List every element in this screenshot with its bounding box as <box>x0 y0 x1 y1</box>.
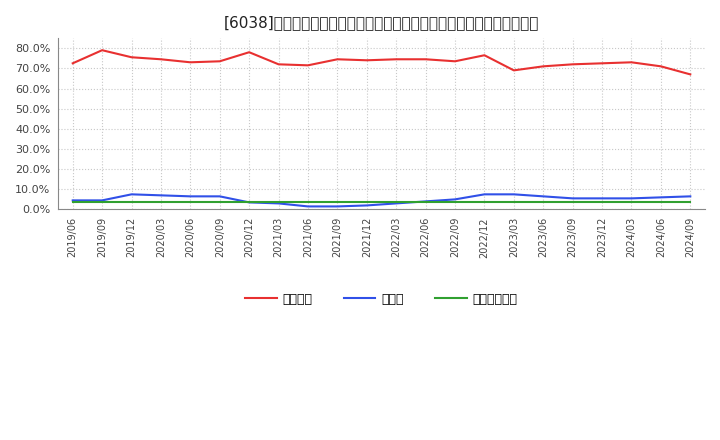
のれん <box>215 194 224 199</box>
繰延税金資産 <box>362 200 371 205</box>
のれん <box>186 194 194 199</box>
Line: 自己資本: 自己資本 <box>73 50 690 74</box>
繰延税金資産 <box>127 200 136 205</box>
自己資本 <box>333 57 342 62</box>
のれん <box>627 196 636 201</box>
繰延税金資産 <box>657 200 665 205</box>
Legend: 自己資本, のれん, 繰延税金資産: 自己資本, のれん, 繰延税金資産 <box>240 288 523 311</box>
繰延税金資産 <box>333 200 342 205</box>
繰延税金資産 <box>510 200 518 205</box>
自己資本 <box>68 61 77 66</box>
繰延税金資産 <box>392 200 400 205</box>
のれん <box>127 192 136 197</box>
のれん <box>539 194 548 199</box>
自己資本 <box>392 57 400 62</box>
のれん <box>392 201 400 206</box>
自己資本 <box>598 61 606 66</box>
自己資本 <box>421 57 430 62</box>
のれん <box>421 199 430 204</box>
のれん <box>68 198 77 203</box>
自己資本 <box>627 60 636 65</box>
自己資本 <box>510 68 518 73</box>
自己資本 <box>127 55 136 60</box>
繰延税金資産 <box>274 200 283 205</box>
繰延税金資産 <box>480 200 489 205</box>
自己資本 <box>245 50 253 55</box>
自己資本 <box>568 62 577 67</box>
自己資本 <box>98 48 107 53</box>
繰延税金資産 <box>627 200 636 205</box>
のれん <box>245 200 253 205</box>
のれん <box>598 196 606 201</box>
繰延税金資産 <box>186 200 194 205</box>
繰延税金資産 <box>304 200 312 205</box>
のれん <box>451 197 459 202</box>
自己資本 <box>186 60 194 65</box>
のれん <box>686 194 695 199</box>
のれん <box>510 192 518 197</box>
のれん <box>274 201 283 206</box>
Line: のれん: のれん <box>73 194 690 206</box>
のれん <box>333 204 342 209</box>
のれん <box>568 196 577 201</box>
のれん <box>157 193 166 198</box>
繰延税金資産 <box>421 200 430 205</box>
繰延税金資産 <box>686 200 695 205</box>
繰延税金資産 <box>598 200 606 205</box>
繰延税金資産 <box>568 200 577 205</box>
自己資本 <box>480 53 489 58</box>
自己資本 <box>657 64 665 69</box>
自己資本 <box>686 72 695 77</box>
繰延税金資産 <box>539 200 548 205</box>
繰延税金資産 <box>157 200 166 205</box>
自己資本 <box>362 58 371 63</box>
自己資本 <box>451 59 459 64</box>
のれん <box>304 204 312 209</box>
のれん <box>98 198 107 203</box>
繰延税金資産 <box>451 200 459 205</box>
自己資本 <box>157 57 166 62</box>
のれん <box>657 195 665 200</box>
繰延税金資産 <box>68 200 77 205</box>
自己資本 <box>304 62 312 68</box>
自己資本 <box>539 64 548 69</box>
繰延税金資産 <box>215 200 224 205</box>
自己資本 <box>274 62 283 67</box>
Title: [6038]　自己資本、のれん、繰延税金資産の総資産に対する比率の推移: [6038] 自己資本、のれん、繰延税金資産の総資産に対する比率の推移 <box>224 15 539 30</box>
自己資本 <box>215 59 224 64</box>
繰延税金資産 <box>98 200 107 205</box>
繰延税金資産 <box>245 200 253 205</box>
のれん <box>362 203 371 208</box>
のれん <box>480 192 489 197</box>
